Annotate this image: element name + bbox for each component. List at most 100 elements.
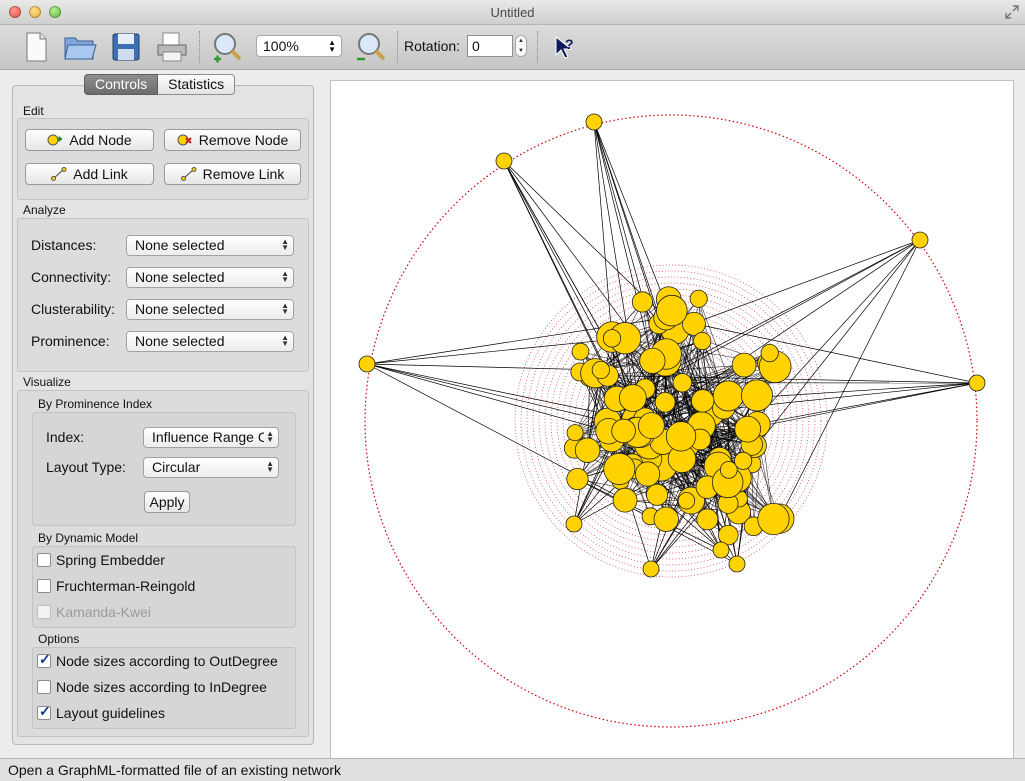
remove-node-icon [177,133,193,147]
remove-link-button[interactable]: Remove Link [164,163,301,185]
index-select[interactable]: Influence Range C▲▼ [143,427,279,448]
kamanda-kwei-checkbox: Kamanda-Kwei [37,604,151,620]
graph-node[interactable] [912,232,928,248]
layout-guidelines-label: Layout guidelines [56,705,165,721]
tab-controls[interactable]: Controls [84,74,158,95]
checkbox-box [37,605,51,619]
graph-node[interactable] [566,516,582,532]
spring-embedder-checkbox[interactable]: Spring Embedder [37,552,165,568]
checkbox-box[interactable] [37,680,51,694]
graph-node[interactable] [654,507,679,532]
graph-node[interactable] [647,484,668,505]
graph-node[interactable] [678,493,695,510]
graph-node[interactable] [575,438,600,463]
graph-node[interactable] [758,503,789,534]
graph-node[interactable] [604,453,635,484]
checkbox-box[interactable]: ✓ [37,654,51,668]
graph-node[interactable] [690,290,707,307]
graph-node[interactable] [586,114,602,130]
remove-link-icon [181,167,197,181]
layout-type-select[interactable]: Circular▲▼ [143,457,279,478]
help-cursor-icon[interactable]: ? [548,29,584,65]
prominence-select[interactable]: None selected▲▼ [126,331,294,352]
graph-node[interactable] [496,153,512,169]
graph-node[interactable] [713,381,743,411]
graph-node[interactable] [632,292,652,312]
graph-node[interactable] [673,373,692,392]
graph-node[interactable] [657,295,688,326]
graph-node[interactable] [694,332,711,349]
analyze-section-label: Analyze [23,203,66,217]
checkbox-box[interactable] [37,553,51,567]
graph-node[interactable] [729,556,745,572]
graph-node[interactable] [735,416,761,442]
zoom-in-icon[interactable] [208,29,244,65]
add-link-icon [51,167,67,181]
add-link-button[interactable]: Add Link [25,163,154,185]
graph-node[interactable] [592,361,609,378]
distances-value: None selected [135,237,225,253]
graph-node[interactable] [969,375,985,391]
graph-node[interactable] [613,488,637,512]
graph-node[interactable] [761,344,778,361]
graph-node[interactable] [638,413,664,439]
checkbox-box[interactable]: ✓ [37,706,51,720]
graph-node[interactable] [572,343,589,360]
graph-edge [367,364,601,370]
remove-node-label: Remove Node [199,132,289,148]
open-folder-icon[interactable] [62,29,98,65]
rotation-stepper[interactable]: ▲▼ [515,35,527,57]
checkbox-box[interactable] [37,579,51,593]
chevron-updown-icon: ▲▼ [281,271,289,283]
remove-link-label: Remove Link [203,166,285,182]
graph-node[interactable] [640,348,665,373]
print-icon[interactable] [154,29,190,65]
clusterability-value: None selected [135,301,225,317]
graph-node[interactable] [713,542,729,558]
zoom-combobox[interactable]: 100% ▲▼ [256,35,342,57]
graph-node[interactable] [603,330,620,347]
graph-node[interactable] [666,422,695,451]
graph-canvas[interactable] [330,80,1014,760]
rotation-input[interactable]: 0 [467,35,513,57]
save-icon[interactable] [108,29,144,65]
indegree-size-checkbox[interactable]: Node sizes according to InDegree [37,679,267,695]
add-node-button[interactable]: Add Node [25,129,154,151]
fullscreen-icon[interactable] [1005,5,1019,19]
new-file-icon[interactable] [18,29,54,65]
apply-button[interactable]: Apply [144,491,190,513]
panel-tabs: Controls Statistics [84,74,235,95]
options-label: Options [38,632,79,646]
add-node-label: Add Node [69,132,131,148]
outdegree-size-label: Node sizes according to OutDegree [56,653,278,669]
graph-node[interactable] [567,425,583,441]
graph-node[interactable] [741,380,772,411]
status-bar: Open a GraphML-formatted file of an exis… [0,758,1025,781]
clusterability-select[interactable]: None selected▲▼ [126,299,294,320]
network-graph[interactable] [331,81,1013,759]
graph-node[interactable] [697,509,718,530]
title-bar: Untitled [0,0,1025,25]
remove-node-button[interactable]: Remove Node [164,129,301,151]
fruchterman-reingold-checkbox[interactable]: Fruchterman-Reingold [37,578,195,594]
graph-node[interactable] [643,561,659,577]
connectivity-select[interactable]: None selected▲▼ [126,267,294,288]
visualize-section-label: Visualize [23,375,71,389]
add-node-icon [47,133,63,147]
graph-node[interactable] [635,462,659,486]
layout-guidelines-checkbox[interactable]: ✓ Layout guidelines [37,705,165,721]
graph-node[interactable] [735,452,752,469]
zoom-out-icon[interactable] [352,29,388,65]
distances-select[interactable]: None selected▲▼ [126,235,294,256]
graph-node[interactable] [691,390,713,412]
graph-node[interactable] [619,385,646,412]
graph-node[interactable] [567,468,588,489]
layout-type-label: Layout Type: [46,459,126,475]
tab-statistics[interactable]: Statistics [158,74,235,95]
graph-node[interactable] [612,419,636,443]
graph-node[interactable] [655,392,675,412]
graph-node[interactable] [359,356,375,372]
checkmark-icon: ✓ [39,703,51,720]
graph-node[interactable] [732,353,756,377]
outdegree-size-checkbox[interactable]: ✓ Node sizes according to OutDegree [37,653,278,669]
